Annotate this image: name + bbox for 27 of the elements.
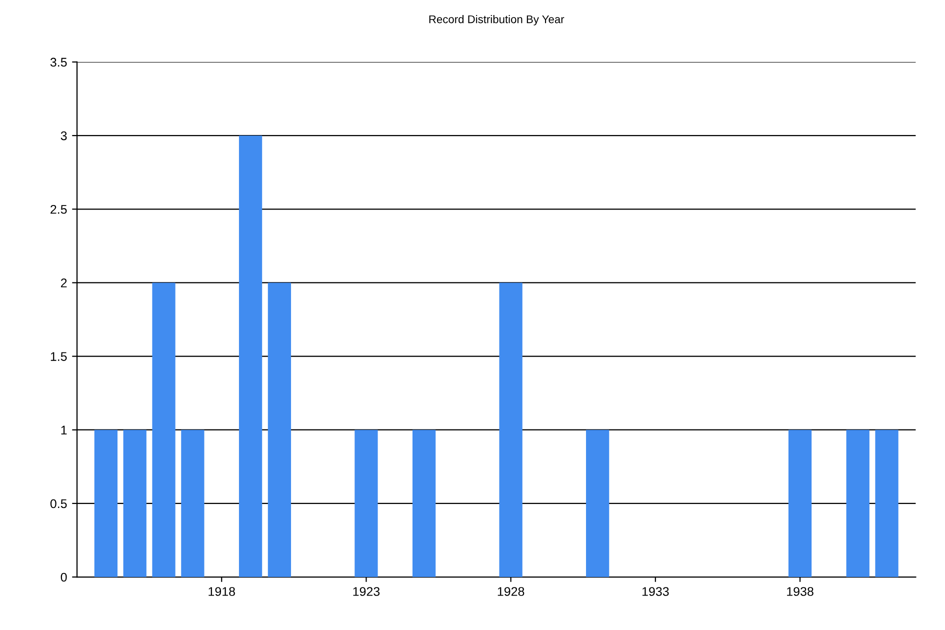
y-tick-label: 0 — [60, 572, 67, 582]
y-tick-label: 0.5 — [50, 499, 67, 508]
bar — [846, 430, 870, 578]
y-tick-label: 2 — [60, 278, 67, 288]
bar — [412, 430, 436, 578]
x-tick-label: 1918 — [208, 587, 235, 596]
chart-title: Record Distribution By Year — [429, 15, 564, 26]
bar — [875, 430, 898, 578]
y-tick-label: 1.5 — [50, 352, 67, 361]
y-tick-label: 3 — [60, 131, 67, 140]
bar — [238, 136, 262, 578]
bar — [268, 282, 292, 578]
bar — [586, 430, 610, 578]
y-tick-label: 2.5 — [50, 204, 67, 214]
x-tick-label: 1928 — [498, 587, 524, 596]
bar — [788, 430, 812, 578]
bar — [181, 430, 204, 578]
x-tick-label: 1938 — [787, 587, 814, 596]
y-tick-label: 1 — [61, 426, 67, 434]
y-tick-label: 3.5 — [50, 58, 67, 67]
x-tick-label: 1933 — [642, 587, 669, 596]
bar — [94, 430, 118, 578]
bar — [123, 430, 146, 578]
bar — [354, 430, 378, 578]
x-tick-label: 1923 — [353, 587, 380, 596]
bar — [499, 282, 522, 578]
bar — [152, 282, 176, 578]
